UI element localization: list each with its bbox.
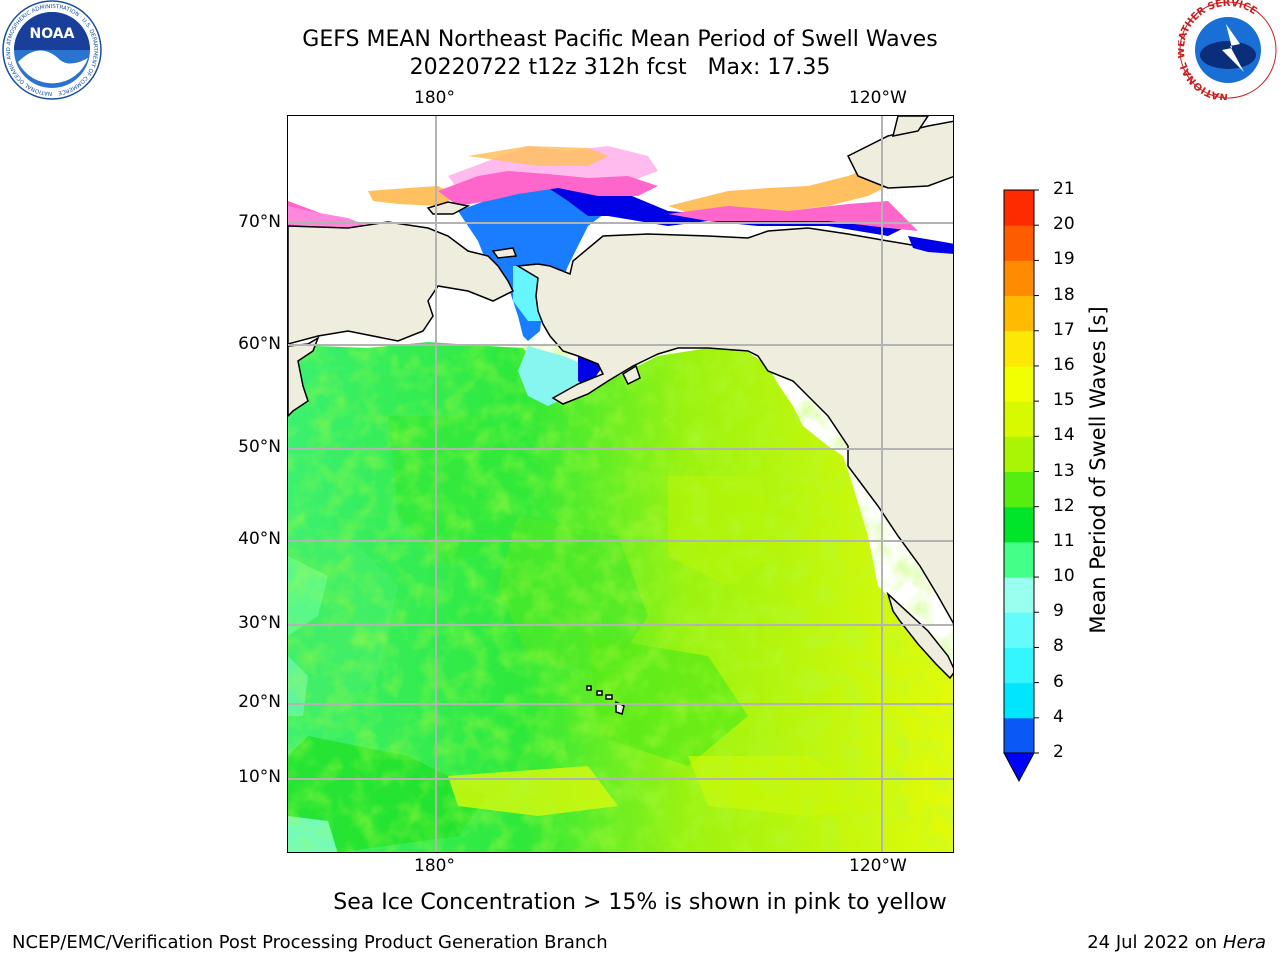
- nws-logo: NATIONAL WEATHER SERVICE: [1176, 0, 1278, 102]
- sea-ice-note: Sea Ice Concentration > 15% is shown in …: [333, 890, 947, 915]
- lon-label-top-120w: 120°W: [849, 88, 907, 108]
- colorbar-tick-label: 17: [1053, 319, 1075, 340]
- colorbar-swatch: [1004, 577, 1034, 613]
- lat-label-50n: 50°N: [238, 437, 281, 457]
- colorbar-tick-label: 12: [1053, 495, 1075, 516]
- colorbar-tick-label: 16: [1053, 354, 1075, 375]
- colorbar-swatch: [1004, 471, 1034, 508]
- colorbar-swatch: [1004, 190, 1034, 226]
- colorbar-tick-label: 9: [1053, 601, 1064, 622]
- swell-period-map: [287, 115, 954, 853]
- lon-label-bottom-180: 180°: [414, 856, 455, 876]
- colorbar-tick-label: 15: [1053, 390, 1075, 411]
- graticule: [288, 116, 953, 852]
- lat-label-60n: 60°N: [238, 334, 281, 354]
- colorbar-tick-label: 8: [1053, 636, 1064, 657]
- colorbar-tick-label: 21: [1053, 179, 1075, 199]
- lat-label-10n: 10°N: [238, 767, 281, 787]
- colorbar-tick-label: 10: [1053, 566, 1075, 587]
- colorbar-swatch: [1004, 506, 1034, 543]
- footer-organization: NCEP/EMC/Verification Post Processing Pr…: [12, 932, 608, 953]
- lat-label-30n: 30°N: [238, 613, 281, 633]
- footer-date-text: 24 Jul 2022 on: [1087, 932, 1223, 953]
- colorbar-swatch: [1004, 401, 1034, 437]
- colorbar-swatch: [1004, 647, 1034, 684]
- lat-label-20n: 20°N: [238, 692, 281, 712]
- colorbar-swatch: [1004, 717, 1034, 754]
- landmass: [288, 116, 953, 715]
- map-title: GEFS MEAN Northeast Pacific Mean Period …: [302, 27, 938, 52]
- lat-label-40n: 40°N: [238, 529, 281, 549]
- colorbar-tick-label: 14: [1053, 425, 1075, 446]
- colorbar-label: Mean Period of Swell Waves [s]: [1086, 306, 1110, 634]
- lon-label-top-180: 180°: [414, 88, 455, 108]
- colorbar-swatch: [1004, 295, 1034, 332]
- colorbar-tick-label: 11: [1053, 530, 1075, 551]
- colorbar-swatch: [1004, 330, 1034, 367]
- noaa-logo: NOAA NATIONAL OCEANIC AND ATMOSPHERIC AD…: [0, 0, 105, 100]
- colorbar-swatches: [1003, 189, 1039, 783]
- colorbar: [1000, 188, 1040, 788]
- colorbar-swatch: [1004, 682, 1034, 719]
- colorbar-swatch: [1004, 612, 1034, 648]
- colorbar-tick-label: 2: [1053, 742, 1064, 762]
- colorbar-tick-label: 20: [1053, 214, 1075, 235]
- colorbar-swatch: [1004, 225, 1034, 261]
- map-subtitle: 20220722 t12z 312h fcst Max: 17.35: [409, 55, 831, 80]
- colorbar-tick-label: 18: [1053, 284, 1075, 305]
- colorbar-swatch: [1004, 541, 1034, 578]
- colorbar-extend-arrow: [1003, 752, 1035, 783]
- noaa-logo-text: NOAA: [30, 26, 75, 42]
- colorbar-tick-label: 4: [1053, 706, 1064, 727]
- footer-date: 24 Jul 2022 on Hera: [1087, 932, 1266, 953]
- map-canvas: [288, 116, 953, 852]
- colorbar-swatch: [1004, 436, 1034, 472]
- colorbar-tick-label: 6: [1053, 671, 1064, 692]
- colorbar-swatch: [1004, 260, 1034, 297]
- colorbar-tick-label: 13: [1053, 460, 1075, 481]
- footer-host: Hera: [1222, 932, 1266, 953]
- lat-label-70n: 70°N: [238, 212, 281, 232]
- colorbar-tick-label: 19: [1053, 249, 1075, 270]
- colorbar-swatch: [1004, 365, 1034, 402]
- lon-label-bottom-120w: 120°W: [849, 856, 907, 876]
